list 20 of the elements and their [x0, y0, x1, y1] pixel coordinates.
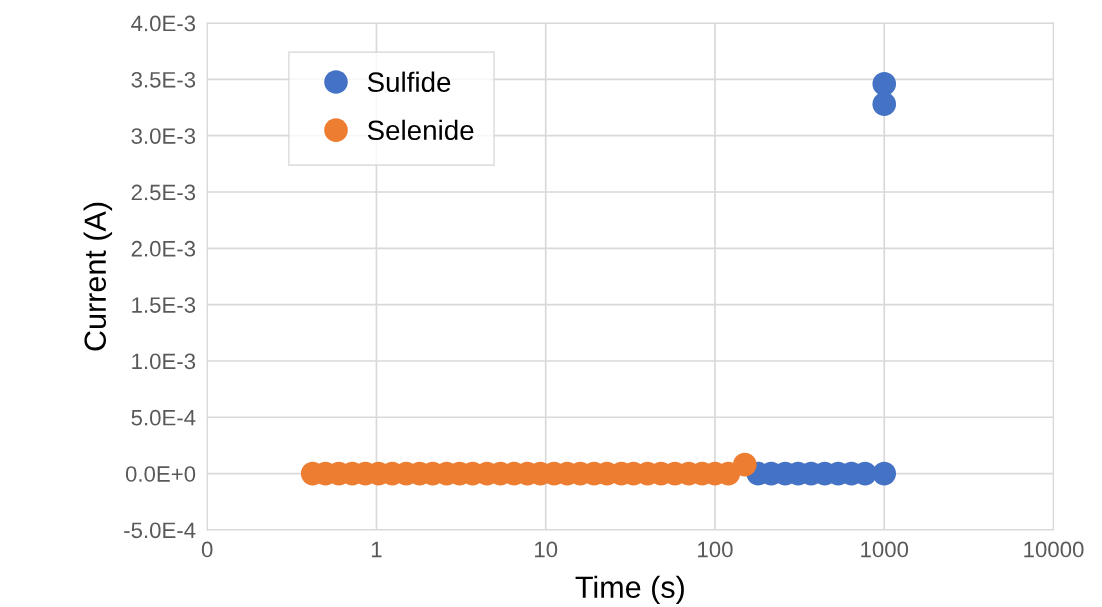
x-tick-label: 1000: [861, 541, 909, 558]
y-tick-label: 3.5E-3: [131, 71, 196, 88]
x-tick-label: 1: [371, 541, 382, 558]
y-tick-label: -5.0E-4: [124, 522, 196, 539]
y-tick-label: 3.0E-3: [131, 128, 196, 144]
y-tick-label: 5.0E-4: [131, 409, 196, 426]
x-tick-label: 0: [201, 541, 213, 558]
y-tick-label: 4.0E-3: [131, 15, 196, 32]
y-tick-label: 1.0E-3: [132, 353, 196, 370]
y-tick-label: 2.5E-3: [131, 184, 196, 201]
x-axis-title: Time (s): [575, 575, 684, 605]
legend-label: Selenide: [367, 119, 474, 141]
x-tick-label: 10000: [1024, 541, 1084, 558]
legend-label: Sulfide: [367, 71, 451, 93]
y-tick-label: 0.0E+0: [125, 466, 196, 482]
x-tick-label: 100: [698, 541, 733, 558]
y-tick-label: 2.0E-3: [131, 240, 196, 257]
y-axis-title: Current (A): [83, 202, 113, 351]
x-tick-label: 10: [535, 541, 558, 558]
y-tick-label: 1.5E-3: [132, 297, 196, 313]
